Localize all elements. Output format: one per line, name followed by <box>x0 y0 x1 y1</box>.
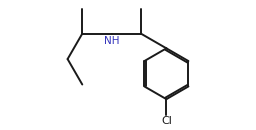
Text: NH: NH <box>104 36 119 46</box>
Text: Cl: Cl <box>161 116 172 126</box>
